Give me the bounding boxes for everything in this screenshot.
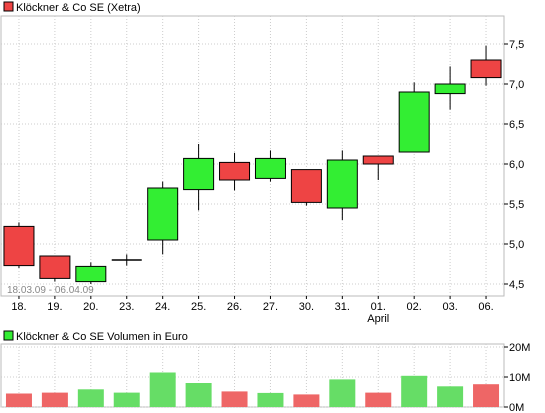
- date-axis: 18. 19. 20. 23. 24. 25. 26. 27. 30. 31. 01.April 02…: [11, 296, 494, 325]
- price-y-tick-label: 6,0: [509, 159, 524, 171]
- candle-body: [398, 91, 430, 153]
- price-y-tick-label: 4,5: [509, 279, 524, 291]
- candle-body: [147, 187, 179, 241]
- volume-panel: [0, 343, 505, 408]
- candle-body: [183, 157, 215, 191]
- candle: [219, 152, 251, 191]
- candle: [254, 150, 286, 182]
- volume-bar: [401, 375, 428, 407]
- date-tick-label: 25.: [191, 301, 206, 313]
- candle: [111, 254, 142, 266]
- date-range-note: 18.03.09 - 06.04.09: [7, 285, 94, 296]
- date-tick-label: 19.: [47, 301, 62, 313]
- date-tick-label: 03.: [442, 301, 457, 313]
- volume-bar: [437, 386, 464, 407]
- volume-bar: [257, 392, 284, 407]
- price-y-tick-label: 5,5: [509, 199, 524, 211]
- price-legend-label: Klöckner & Co SE (Xetra): [16, 2, 141, 14]
- candle: [147, 181, 179, 255]
- volume-y-axis: 0M 10M 20M: [504, 342, 530, 413]
- price-y-tick-label: 6,5: [509, 119, 524, 131]
- candle: [470, 45, 502, 86]
- candle: [434, 66, 466, 110]
- volume-legend-label: Klöckner & Co SE Volumen in Euro: [16, 331, 188, 343]
- price-y-axis: 4,5 5,0 5,5 6,0 6,5 7,0 7,5: [504, 39, 524, 291]
- candlestick-series: [3, 45, 502, 284]
- volume-y-tick-label: 20M: [509, 342, 530, 354]
- volume-bar: [221, 391, 248, 407]
- price-y-tick-label: 7,5: [509, 39, 524, 51]
- month-label: April: [367, 313, 389, 325]
- date-tick-label: 26.: [227, 301, 242, 313]
- candle-body: [470, 59, 502, 79]
- date-tick-label: 18.: [11, 301, 26, 313]
- volume-bar: [5, 393, 32, 407]
- date-tick-label: 20.: [83, 301, 98, 313]
- date-tick-label: 27.: [263, 301, 278, 313]
- candle: [39, 255, 71, 282]
- date-tick-label: 01.: [371, 301, 386, 313]
- price-y-tick-label: 5,0: [509, 239, 524, 251]
- candle: [183, 144, 215, 211]
- date-tick-label: 24.: [155, 301, 170, 313]
- candle: [75, 262, 107, 284]
- candle-body: [362, 155, 394, 165]
- price-legend-swatch: [3, 1, 14, 12]
- price-y-tick-label: 7,0: [509, 79, 524, 91]
- volume-bar: [329, 379, 356, 407]
- date-tick-label: 02.: [407, 301, 422, 313]
- candle: [3, 222, 35, 268]
- volume-bar: [77, 389, 104, 407]
- volume-bar: [149, 372, 176, 407]
- date-tick-label: 06.: [478, 301, 493, 313]
- volume-bar: [473, 384, 500, 407]
- candle-body: [290, 169, 322, 203]
- volume-bar: [365, 392, 392, 407]
- volume-bar: [41, 392, 68, 407]
- volume-bar: [185, 383, 212, 407]
- candle-body: [3, 225, 35, 267]
- volume-bar: [113, 392, 140, 407]
- candle-body: [75, 265, 107, 283]
- date-tick-label: 31.: [335, 301, 350, 313]
- candle: [362, 155, 394, 180]
- volume-y-tick-label: 0M: [509, 402, 524, 413]
- candle-body: [39, 255, 71, 279]
- volume-bar-series: [5, 372, 500, 407]
- candle-body: [434, 83, 466, 95]
- volume-y-tick-label: 10M: [509, 372, 530, 384]
- volume-bar: [293, 394, 320, 407]
- candle: [398, 82, 430, 153]
- candle-body: [219, 161, 251, 181]
- volume-legend-swatch: [3, 330, 14, 341]
- candle: [290, 169, 322, 206]
- date-tick-label: 23.: [119, 301, 134, 313]
- candle-body: [254, 157, 286, 179]
- candle-body: [326, 159, 358, 209]
- price-panel: [0, 15, 505, 297]
- date-tick-label: 30.: [299, 301, 314, 313]
- candle: [326, 150, 358, 220]
